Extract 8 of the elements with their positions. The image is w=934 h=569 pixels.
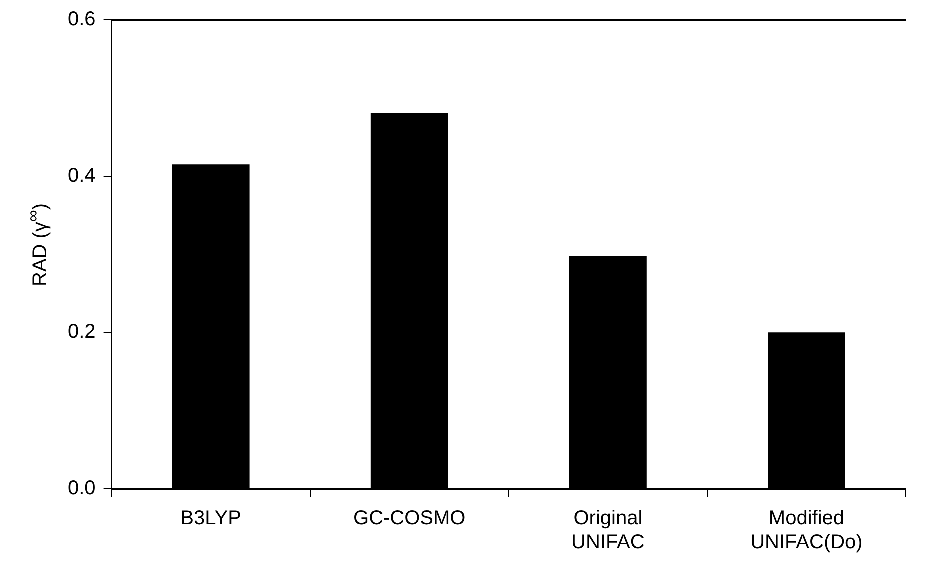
x-tick-label: B3LYP [180, 508, 242, 530]
x-tick-label: GC-COSMO [354, 508, 466, 530]
y-tick-label: 0.0 [68, 478, 96, 500]
y-tick-label: 0.4 [68, 164, 96, 187]
y-tick-label: 0.6 [68, 8, 96, 31]
x-tick-label: Modified UNIFAC(Do) [750, 508, 863, 554]
y-tick-label: 0.2 [68, 321, 96, 344]
x-tick-label: Original UNIFAC [572, 508, 645, 554]
